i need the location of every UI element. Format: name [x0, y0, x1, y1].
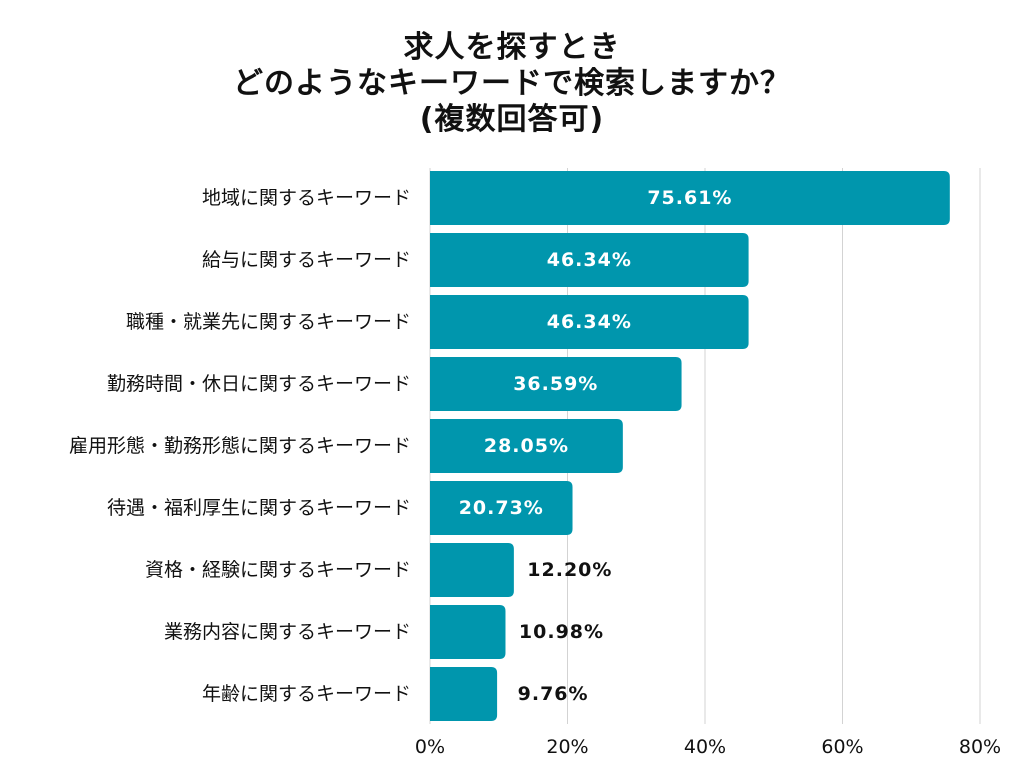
value-label: 20.73%: [459, 497, 544, 519]
value-label: 75.61%: [647, 187, 732, 209]
category-label: 資格・経験に関するキーワード: [145, 559, 411, 581]
category-label: 給与に関するキーワード: [202, 249, 411, 271]
category-label: 雇用形態・勤務形態に関するキーワード: [69, 435, 411, 457]
value-label: 36.59%: [513, 373, 598, 395]
category-label: 職種・就業先に関するキーワード: [126, 311, 411, 333]
x-tick-label: 60%: [821, 736, 863, 758]
value-label: 28.05%: [484, 435, 569, 457]
category-label: 待遇・福利厚生に関するキーワード: [107, 497, 411, 519]
x-axis-tick-labels: 0% 20% 40% 60% 80%: [415, 736, 1001, 758]
value-labels: 75.61% 46.34% 46.34% 36.59% 28.05% 20.73% 12.2…: [459, 187, 732, 705]
bar: [430, 605, 506, 659]
chart-title-line-1: 求人を探すとき: [403, 30, 621, 65]
x-tick-label: 80%: [959, 736, 1001, 758]
category-label: 地域に関するキーワード: [202, 187, 411, 209]
category-label: 業務内容に関するキーワード: [164, 621, 411, 643]
bar: [430, 419, 623, 473]
bar: [430, 481, 573, 535]
chart-title-line-3: (複数回答可): [419, 102, 605, 137]
bar: [430, 357, 682, 411]
category-labels: 地域に関するキーワード給与に関するキーワード職種・就業先に関するキーワード勤務時…: [69, 187, 411, 705]
value-label: 10.98%: [519, 621, 604, 643]
value-label: 46.34%: [547, 249, 632, 271]
bar: [430, 233, 749, 287]
value-label: 9.76%: [518, 683, 589, 705]
x-tick-label: 40%: [684, 736, 726, 758]
category-label: 年齢に関するキーワード: [202, 683, 411, 705]
x-tick-label: 0%: [415, 736, 445, 758]
bar: [430, 667, 498, 721]
bar: [430, 171, 950, 225]
bars: [430, 171, 950, 721]
bar: [430, 295, 749, 349]
x-tick-label: 20%: [546, 736, 588, 758]
value-label: 12.20%: [527, 559, 612, 581]
chart-title-line-2: どのようなキーワードで検索しますか？: [233, 66, 791, 101]
value-label: 46.34%: [547, 311, 632, 333]
bar: [430, 543, 514, 597]
chart-title: 求人を探すとき どのようなキーワードで検索しますか？ (複数回答可): [0, 30, 1024, 138]
category-label: 勤務時間・休日に関するキーワード: [107, 373, 411, 395]
